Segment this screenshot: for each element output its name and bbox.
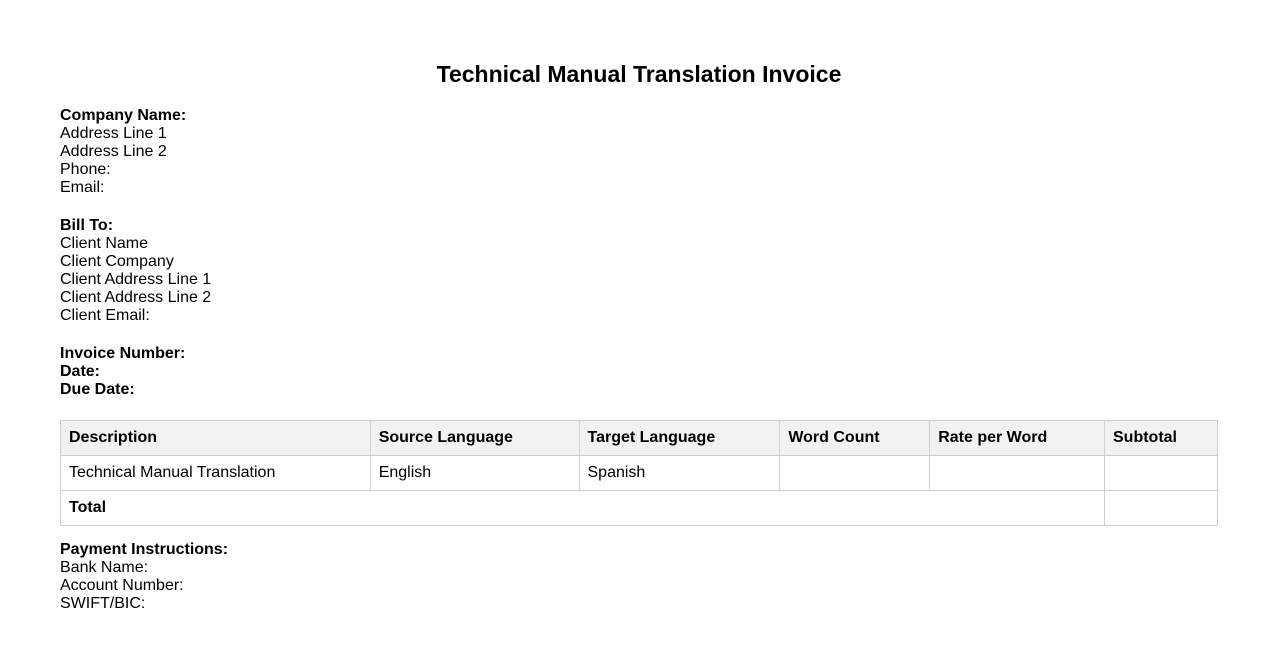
company-email: Email: [60, 179, 105, 196]
payment-label: Payment Instructions: [60, 541, 229, 558]
due-date-label: Due Date: [60, 381, 135, 398]
client-email: Client Email: [60, 307, 150, 324]
company-name-label: Company Name: [60, 107, 187, 124]
total-row: Total [60, 490, 1218, 526]
client-name: Client Name [60, 235, 149, 252]
bank-name: Bank Name: [60, 559, 149, 576]
swift-bic: SWIFT/BIC: [60, 595, 146, 612]
bill-to: Bill To: Client Name Client Company Clie… [60, 217, 211, 325]
client-company: Client Company [60, 253, 174, 270]
total-label: Total [69, 499, 107, 516]
bill-to-label: Bill To: [60, 217, 114, 234]
cell-rate-per-word [929, 455, 1105, 491]
header-subtotal: Subtotal [1104, 420, 1218, 456]
company-address-2: Address Line 2 [60, 143, 167, 160]
client-address-2: Client Address Line 2 [60, 289, 212, 306]
company-phone: Phone: [60, 161, 111, 178]
header-rate-per-word: Rate per Word [929, 420, 1105, 456]
header-word-count: Word Count [779, 420, 931, 456]
client-address-1: Client Address Line 1 [60, 271, 212, 288]
company-info: Company Name: Address Line 1 Address Lin… [60, 107, 186, 197]
table-row: Technical Manual Translation English Spa… [60, 455, 1218, 491]
line-items-table: Description Source Language Target Langu… [60, 420, 1218, 526]
invoice-details: Invoice Number: Date: Due Date: [60, 345, 185, 399]
header-source-language: Source Language [369, 420, 580, 456]
company-address-1: Address Line 1 [60, 125, 167, 142]
header-description: Description [60, 420, 371, 456]
header-target-language: Target Language [578, 420, 781, 456]
account-number: Account Number: [60, 577, 184, 594]
cell-source-language: English [369, 455, 580, 491]
table-header-row: Description Source Language Target Langu… [60, 420, 1218, 456]
cell-word-count [779, 455, 931, 491]
cell-target-language: Spanish [578, 455, 781, 491]
invoice-number-label: Invoice Number: [60, 345, 186, 362]
cell-subtotal [1104, 455, 1218, 491]
date-label: Date: [60, 363, 101, 380]
payment-instructions: Payment Instructions: Bank Name: Account… [60, 541, 228, 613]
invoice-title: Technical Manual Translation Invoice [436, 61, 842, 87]
total-value [1104, 490, 1218, 526]
cell-description: Technical Manual Translation [60, 455, 371, 491]
